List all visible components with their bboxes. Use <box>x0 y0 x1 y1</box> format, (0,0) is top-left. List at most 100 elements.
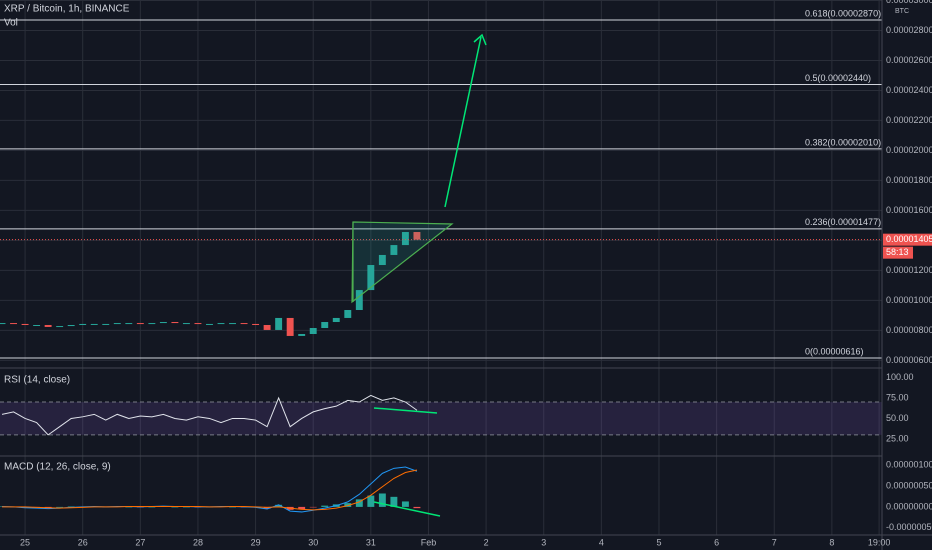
x-tick-label: 3 <box>541 537 546 547</box>
y-tick-label: 0.00001000 <box>886 295 932 305</box>
candle <box>355 290 363 311</box>
x-tick-label: 2 <box>484 537 489 547</box>
candle <box>159 322 167 324</box>
macd-line <box>2 469 418 511</box>
macd-histogram-bar <box>171 506 179 508</box>
candle <box>21 323 29 326</box>
x-tick-label: 5 <box>656 537 661 547</box>
candle <box>56 326 64 328</box>
volume-label: Vol <box>4 18 18 29</box>
y-tick-label: 0.00002400 <box>886 85 932 95</box>
y-tick-label: 0.00000600 <box>886 355 932 365</box>
x-tick-label: Feb <box>421 537 437 547</box>
macd-histogram-bar <box>321 505 329 507</box>
macd-histogram-bar <box>401 501 409 507</box>
candle <box>67 325 75 327</box>
x-tick-label: 6 <box>714 537 719 547</box>
y-tick-label: 0.00002200 <box>886 115 932 125</box>
candle <box>286 317 294 336</box>
candle <box>321 322 329 329</box>
candle <box>10 323 18 325</box>
candle <box>79 323 87 326</box>
candle <box>413 232 421 240</box>
candle <box>90 323 98 325</box>
price-tag-label: 0.00001405 <box>886 234 932 244</box>
candle <box>298 334 306 336</box>
candle <box>240 323 248 325</box>
x-tick-label: 8 <box>829 537 834 547</box>
countdown-tag <box>883 246 913 259</box>
x-tick-label: 26 <box>78 537 88 547</box>
macd-line <box>1 466 418 513</box>
triangle-drawing <box>351 221 454 304</box>
macd-histogram-bar <box>367 495 375 507</box>
grid <box>0 0 882 535</box>
macd-histogram-bar <box>67 506 75 507</box>
macd-histogram-bar <box>309 506 317 508</box>
x-tick-label: 27 <box>135 537 145 547</box>
macd-histogram-bar <box>56 506 64 508</box>
rsi-divergence <box>373 407 438 414</box>
marks <box>0 19 882 513</box>
candle <box>102 323 110 325</box>
candle <box>378 254 386 266</box>
fib-label: 0.618(0.00002870) <box>805 8 881 18</box>
x-tick-label: 4 <box>599 537 604 547</box>
candle <box>182 323 190 325</box>
candle <box>344 310 352 318</box>
macd-histogram-bar <box>148 506 156 508</box>
candle <box>309 328 317 335</box>
candle <box>113 323 121 325</box>
candle <box>194 323 202 325</box>
fib-label: 0.5(0.00002440) <box>805 73 871 83</box>
fib-label: 0.236(0.00001477) <box>805 217 881 227</box>
macd-histogram-bar <box>275 504 283 507</box>
x-tick-label: 31 <box>366 537 376 547</box>
fib-label: 0.382(0.00002010) <box>805 137 881 147</box>
candle <box>390 245 398 255</box>
x-tick-label: 25 <box>20 537 30 547</box>
arrow-head <box>473 33 487 46</box>
candle <box>367 265 375 291</box>
y-tick-label: 0.00000100 <box>886 459 932 469</box>
rsi-band <box>0 402 882 435</box>
candle <box>275 317 283 330</box>
y-tick-label: 0.00002800 <box>886 25 932 35</box>
y-tick-label: 100.00 <box>886 372 914 382</box>
currency-label: BTC <box>895 8 909 15</box>
candle <box>44 325 52 327</box>
x-tick-label: 7 <box>772 537 777 547</box>
candle <box>33 325 41 327</box>
y-tick-label: 0.00002600 <box>886 55 932 65</box>
candle <box>125 323 133 325</box>
y-tick-label: 25.00 <box>886 433 909 443</box>
y-tick-label: 0.00002000 <box>886 145 932 155</box>
candle <box>171 322 179 324</box>
candle <box>206 323 213 325</box>
macd-histogram-bar <box>182 506 190 508</box>
countdown-label: 58:13 <box>886 247 909 257</box>
x-tick-label: 19:00 <box>868 537 891 547</box>
arrow-line <box>444 36 482 208</box>
fib-label: 0(0.00000616) <box>805 346 864 356</box>
rsi-line <box>1 394 418 436</box>
candle <box>263 325 271 330</box>
macd-title: MACD (12, 26, close, 9) <box>4 462 111 473</box>
macd-histogram-bar <box>125 506 133 508</box>
macd-histogram-bar <box>344 503 352 507</box>
candle <box>136 323 144 325</box>
y-tick-label: 0.00001200 <box>886 265 932 275</box>
y-tick-label: 0.00001600 <box>886 205 932 215</box>
macd-histogram-bar <box>378 493 386 507</box>
rsi-title: RSI (14, close) <box>4 375 70 386</box>
y-tick-label: 0.00001800 <box>886 175 932 185</box>
candle <box>217 323 225 325</box>
x-tick-label: 30 <box>308 537 318 547</box>
candle <box>229 323 236 325</box>
price-tag <box>883 233 932 246</box>
y-tick-label: 75.00 <box>886 392 909 402</box>
y-tick-label: 0.00000000 <box>886 501 932 511</box>
macd-histogram-bar <box>355 499 363 507</box>
macd-histogram-bar <box>390 496 398 507</box>
